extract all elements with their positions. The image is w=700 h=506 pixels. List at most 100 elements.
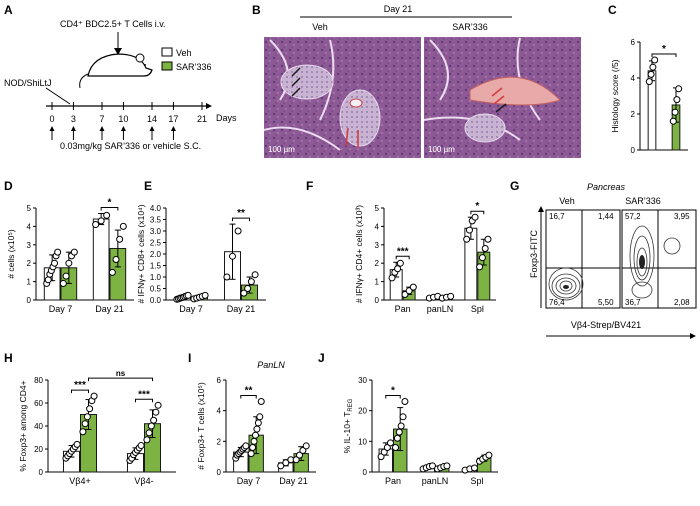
flow-sar-q4: 2,08 bbox=[674, 298, 690, 307]
data-point bbox=[73, 440, 81, 448]
significance-label: * bbox=[662, 44, 666, 55]
significance-bracket: ** bbox=[240, 385, 257, 399]
flow-sar-q1: 57,2 bbox=[625, 212, 641, 221]
y-tick-label: 0 bbox=[217, 468, 222, 477]
data-point bbox=[103, 211, 111, 219]
data-point bbox=[97, 217, 105, 225]
data-point bbox=[465, 226, 473, 234]
data-point bbox=[396, 259, 404, 267]
data-point bbox=[292, 456, 300, 464]
data-point bbox=[277, 462, 285, 470]
data-point bbox=[299, 447, 307, 455]
dose-arrow bbox=[149, 126, 155, 140]
data-point bbox=[485, 451, 493, 459]
data-point bbox=[253, 425, 261, 433]
data-point bbox=[447, 292, 455, 300]
data-point bbox=[395, 428, 403, 436]
y-tick-label: 2.5 bbox=[150, 239, 162, 248]
dose-arrow bbox=[49, 126, 55, 140]
bar-veh bbox=[92, 218, 110, 301]
significance-label: *** bbox=[397, 246, 409, 257]
data-point bbox=[145, 429, 153, 437]
data-point bbox=[51, 259, 59, 267]
timeline-day-label: 17 bbox=[168, 114, 178, 124]
y-axis-label: % IL-10+ TREG bbox=[342, 398, 354, 453]
y-tick-label: 2 bbox=[27, 259, 32, 268]
y-tick-label: 2.0 bbox=[150, 250, 162, 259]
data-point bbox=[254, 419, 262, 427]
data-point bbox=[470, 464, 478, 472]
y-tick-label: 0 bbox=[363, 468, 368, 477]
timeline-day-label: 7 bbox=[99, 114, 104, 124]
chart-c: C 0 2 4 6 Histology score (/5) * bbox=[608, 3, 688, 155]
significance-label: * bbox=[391, 385, 395, 396]
panel-letter-a: A bbox=[4, 3, 13, 17]
x-tick-label: Day 21 bbox=[279, 476, 308, 486]
data-point bbox=[247, 278, 255, 286]
data-point bbox=[256, 413, 264, 421]
data-point bbox=[669, 117, 677, 125]
panel-letter-i: I bbox=[188, 351, 191, 365]
data-point bbox=[481, 244, 489, 252]
data-point bbox=[671, 108, 679, 116]
histology-sar-label: SAR’336 bbox=[452, 22, 488, 32]
data-point bbox=[143, 436, 151, 444]
data-point bbox=[251, 431, 259, 439]
y-tick-label: 10 bbox=[358, 437, 367, 446]
significance-bracket: *** bbox=[135, 389, 153, 403]
data-point bbox=[242, 442, 250, 450]
y-tick-label: 2 bbox=[631, 110, 636, 119]
x-tick-label: Day 7 bbox=[49, 304, 73, 314]
injection-label: CD4⁺ BDC2.5+ T Cells i.v. bbox=[60, 19, 166, 29]
data-point bbox=[79, 428, 87, 436]
timeline-day-label: 0 bbox=[49, 114, 54, 124]
histology-veh-label: Veh bbox=[312, 22, 328, 32]
x-tick-label: Day 7 bbox=[179, 304, 203, 314]
panel-b: B Day 21 Veh SAR’336 100 µm bbox=[252, 3, 581, 158]
significance-bracket: * bbox=[470, 201, 485, 215]
data-point bbox=[184, 291, 192, 299]
data-point bbox=[443, 462, 451, 470]
y-axis-label: # IFNγ+ CD4+ cells (x10³) bbox=[354, 205, 364, 303]
data-point bbox=[397, 422, 405, 430]
y-tick-label: 2 bbox=[217, 437, 222, 446]
data-point bbox=[251, 271, 259, 279]
y-tick-label: 0 bbox=[39, 468, 44, 477]
panel-letter-g: G bbox=[510, 179, 519, 193]
y-tick-label: 1 bbox=[27, 278, 32, 287]
significance-bracket: ** bbox=[232, 208, 250, 222]
x-tick-label: Spl bbox=[470, 476, 483, 486]
data-point bbox=[250, 437, 258, 445]
flow-veh-q2: 1,44 bbox=[598, 212, 614, 221]
scalebar-label-sar: 100 µm bbox=[428, 145, 455, 154]
significance-bracket: * bbox=[651, 44, 677, 57]
y-axis-label: Histology score (/5) bbox=[610, 59, 620, 132]
treatment-legend: Veh SAR’336 bbox=[161, 47, 212, 72]
flow-veh-q3: 76,4 bbox=[549, 298, 565, 307]
y-tick-label: 4 bbox=[217, 407, 222, 416]
dose-arrow bbox=[120, 126, 126, 140]
y-axis-label: # Foxp3+ T cells (x10⁵) bbox=[196, 382, 206, 470]
legend-label-sar: SAR’336 bbox=[176, 62, 212, 72]
panel-letter-b: B bbox=[252, 3, 261, 17]
significance-bracket: *** bbox=[395, 246, 410, 260]
data-point bbox=[81, 420, 89, 428]
significance-bracket: *** bbox=[71, 380, 89, 394]
y-tick-label: 4 bbox=[631, 74, 636, 83]
x-tick-label: Vβ4+ bbox=[69, 476, 90, 486]
data-point bbox=[119, 222, 127, 230]
y-axis-label: # cells (x10⁵) bbox=[6, 229, 16, 279]
panel-letter-j: J bbox=[318, 351, 325, 365]
data-point bbox=[383, 443, 391, 451]
dose-label: 0.03mg/kg SAR’336 or vehicle S.C. bbox=[60, 141, 201, 151]
y-tick-label: 1.5 bbox=[150, 262, 162, 271]
data-point bbox=[673, 96, 681, 104]
chart-i: I PanLN 0 2 4 6 # Foxp3+ T cells (x10⁵) Day 7 Da… bbox=[188, 351, 316, 486]
timeline-day-label: 21 bbox=[197, 114, 207, 124]
x-tick-label: Spl bbox=[471, 304, 484, 314]
y-tick-label: 20 bbox=[358, 407, 367, 416]
flow-sar-q2: 3,95 bbox=[674, 212, 690, 221]
chart-f: F 0 1 2 3 4 5 # IFNγ+ CD4+ cells (x10³) Pan panLN… bbox=[306, 179, 496, 314]
y-tick-label: 4 bbox=[27, 222, 32, 231]
data-point bbox=[137, 442, 145, 450]
